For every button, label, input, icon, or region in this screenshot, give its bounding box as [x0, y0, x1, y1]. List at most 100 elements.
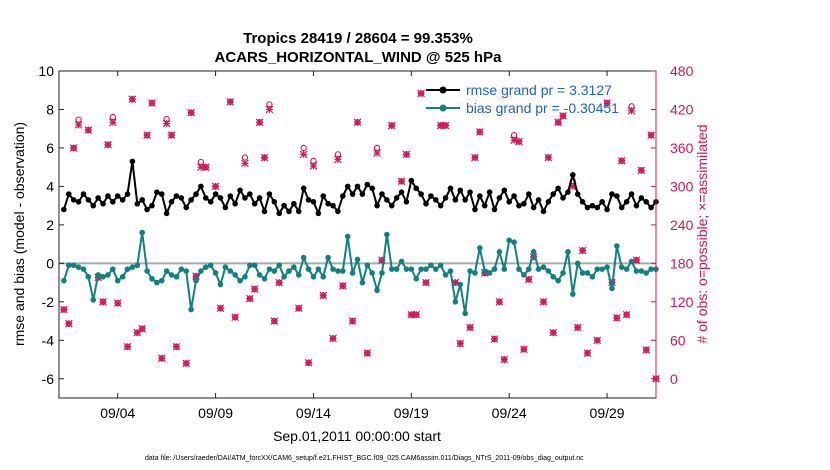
rmse-point	[291, 200, 297, 207]
obs-assimilated-point	[583, 349, 592, 357]
bias-point	[423, 266, 429, 272]
rmse-point	[447, 185, 454, 192]
obs-assimilated-point	[299, 150, 308, 159]
obs-assimilated-point	[241, 159, 249, 168]
bias-point	[545, 268, 552, 274]
rmse-point	[525, 191, 532, 197]
legend-label: rmse grand pr = 3.3127	[466, 82, 612, 98]
obs-assimilated-point	[113, 299, 122, 307]
bias-point	[648, 266, 654, 272]
rmse-point	[305, 197, 312, 203]
obs-assimilated-point	[544, 153, 553, 162]
obs-assimilated-point	[148, 99, 156, 107]
y-right-tick-label: 60	[670, 332, 686, 348]
bias-point	[570, 291, 576, 297]
bias-point	[154, 279, 160, 286]
rmse-point	[408, 177, 415, 184]
rmse-point	[379, 191, 385, 197]
bias-point	[242, 274, 248, 280]
bias-point	[119, 274, 126, 280]
rmse-point	[163, 210, 170, 217]
chart-title-line1: Tropics 28419 / 28604 = 99.353%	[243, 30, 473, 47]
rmse-point	[124, 191, 131, 197]
y-right-tick-label: 0	[670, 371, 678, 387]
rmse-point	[643, 199, 650, 205]
rmse-point	[467, 189, 473, 195]
rmse-point	[340, 193, 346, 199]
legend: rmse grand pr = 3.3127 bias grand pr = -0…	[426, 82, 619, 116]
rmse-point	[158, 191, 165, 197]
bias-point	[100, 274, 106, 280]
bias-point	[535, 266, 542, 272]
obs-assimilated-point	[123, 342, 132, 351]
bias-point	[80, 266, 87, 272]
obs-assimilated-point	[422, 278, 430, 287]
rmse-point	[594, 204, 601, 211]
bias-point	[251, 262, 258, 269]
bias-point	[511, 239, 517, 245]
rmse-point	[437, 202, 444, 209]
rmse-point	[70, 197, 77, 203]
bias-point	[325, 254, 331, 261]
bias-point	[496, 249, 503, 255]
rmse-point	[203, 195, 209, 201]
rmse-point	[540, 208, 547, 215]
bias-point	[550, 274, 557, 280]
y-right-tick-label: 300	[670, 178, 694, 194]
rmse-point	[584, 204, 591, 211]
bias-point	[129, 264, 136, 271]
bias-point	[315, 266, 322, 272]
bias-point	[222, 264, 229, 271]
rmse-point	[261, 208, 268, 215]
rmse-point	[232, 200, 238, 207]
rmse-point	[144, 206, 150, 213]
rmse-point	[310, 199, 317, 205]
obs-assimilated-point	[133, 328, 142, 337]
bias-point	[217, 281, 224, 288]
obs-assimilated-point	[642, 346, 651, 354]
obs-assimilated-point	[265, 105, 274, 114]
obs-assimilated-point	[490, 335, 499, 343]
bias-point	[393, 266, 400, 272]
rmse-point	[516, 202, 522, 209]
obs-assimilated-point	[143, 131, 151, 139]
bias-point	[300, 254, 307, 261]
rmse-point	[320, 193, 327, 199]
bias-point	[344, 233, 351, 240]
rmse-point	[90, 202, 97, 209]
bias-point	[462, 310, 468, 317]
rmse-point	[550, 191, 557, 197]
bias-point	[428, 262, 434, 269]
obs-assimilated-point	[246, 294, 254, 303]
obs-assimilated-point	[69, 144, 78, 152]
bias-point	[340, 268, 346, 274]
rmse-point	[295, 208, 302, 215]
rmse-point	[589, 202, 596, 209]
rmse-point	[521, 200, 527, 207]
obs-assimilated-point	[309, 162, 318, 170]
bias-point	[114, 277, 121, 284]
bias-point	[501, 266, 508, 272]
obs-assimilated-point	[647, 131, 655, 139]
bias-point	[388, 266, 395, 272]
obs-assimilated-point	[456, 339, 465, 348]
bias-point	[628, 258, 635, 265]
bias-point	[271, 268, 278, 274]
bias-point	[359, 279, 366, 286]
bias-point	[481, 268, 488, 274]
y-right-tick-label: 240	[670, 217, 694, 233]
bias-point	[178, 266, 185, 272]
obs-assimilated-point	[304, 358, 313, 367]
bias-point	[163, 268, 170, 274]
bias-point	[203, 264, 209, 271]
bias-point	[472, 270, 478, 276]
obs-assimilated-point	[417, 89, 425, 98]
bias-point	[198, 268, 204, 274]
rmse-point	[349, 191, 356, 197]
bias-point	[457, 281, 464, 288]
rmse-point	[477, 193, 483, 199]
obs-assimilated-point	[211, 182, 220, 191]
rmse-point	[335, 208, 341, 215]
bias-point	[227, 268, 234, 274]
bias-point	[540, 264, 547, 271]
